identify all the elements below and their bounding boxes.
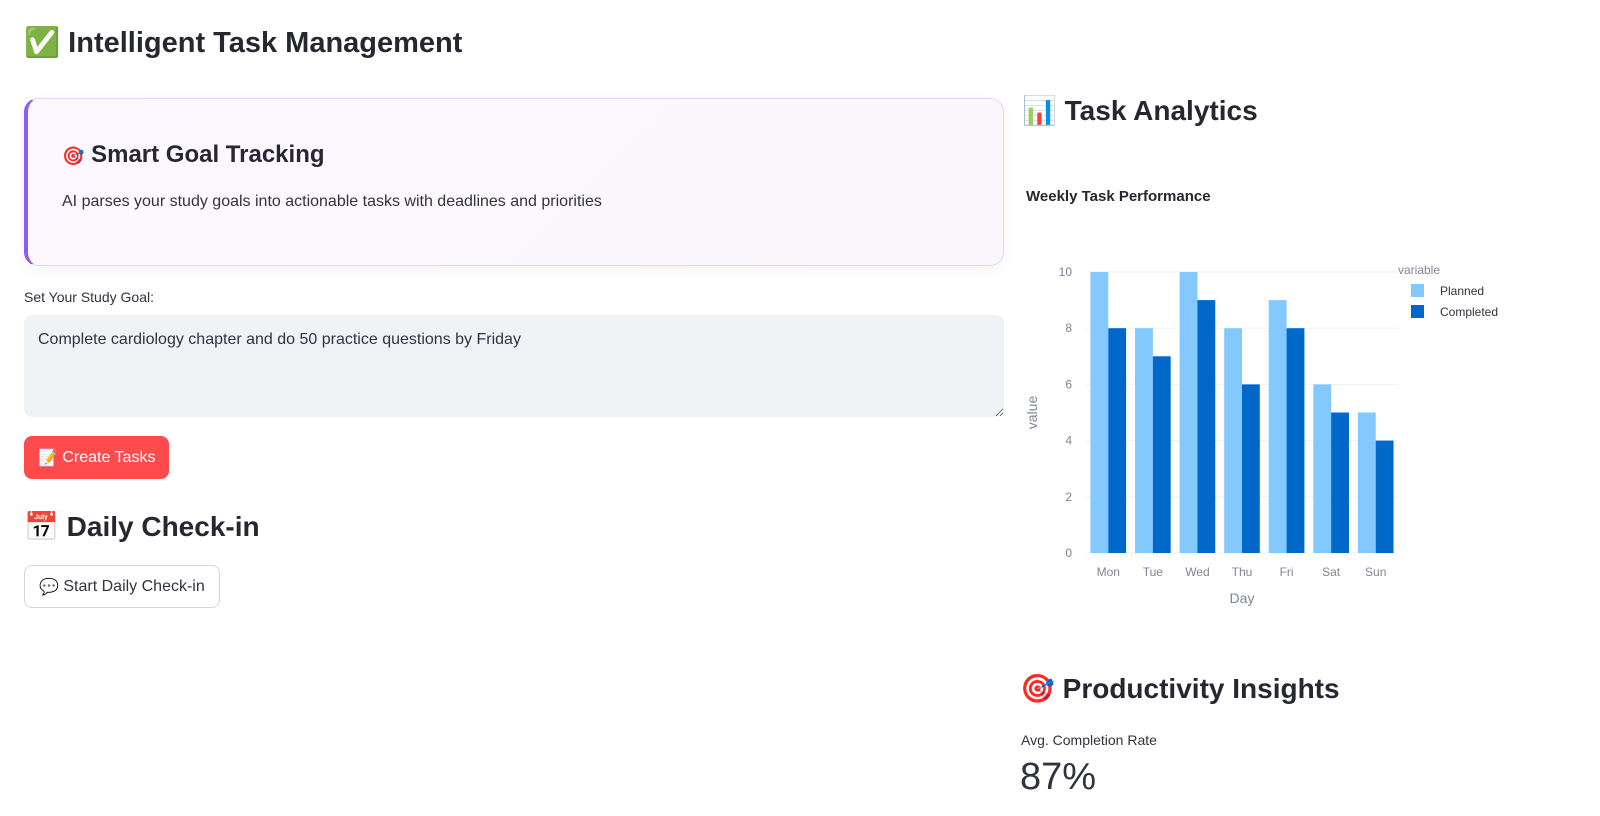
y-tick-label: 8 [1065,321,1072,335]
y-tick-label: 2 [1065,490,1072,504]
bar-planned-thu [1224,328,1242,553]
metric-value: 87% [1020,756,1097,798]
start-checkin-button[interactable]: 💬 Start Daily Check-in [24,565,220,608]
bar-completed-sat [1331,412,1349,553]
target-icon: 🎯 [62,146,85,166]
legend-label: Planned [1440,284,1484,298]
y-axis-label: value [1024,396,1040,430]
memo-icon: 📝 [38,449,58,467]
chart-title: Weekly Task Performance [1026,188,1211,205]
bar-completed-mon [1108,328,1127,553]
bar-planned-wed [1179,272,1198,553]
bar-planned-fri [1268,300,1287,553]
x-tick-label: Mon [1097,565,1120,579]
calendar-icon: 📅 [24,511,59,542]
bar-completed-tue [1152,356,1171,553]
card-title: 🎯 Smart Goal Tracking [62,141,325,168]
y-tick-label: 6 [1065,377,1072,391]
check-icon: ✅ [24,27,61,59]
x-tick-label: Sat [1322,565,1341,579]
bar-completed-fri [1286,328,1305,553]
y-tick-label: 0 [1065,546,1072,560]
y-tick-label: 10 [1059,265,1073,279]
metric-label: Avg. Completion Rate [1021,732,1157,748]
insights-heading: 🎯 Productivity Insights [1020,673,1340,704]
goal-textarea[interactable] [24,315,1004,417]
x-tick-label: Sun [1365,565,1386,579]
page-title: ✅ Intelligent Task Management [24,27,463,59]
bar-planned-tue [1135,328,1153,553]
x-tick-label: Fri [1280,565,1294,579]
x-tick-label: Tue [1143,565,1164,579]
bar-planned-sat [1313,384,1332,553]
legend-label: Completed [1440,305,1498,319]
bar-planned-mon [1090,272,1109,553]
legend-swatch-planned [1411,284,1424,297]
bar-completed-thu [1242,384,1260,553]
bar-planned-sun [1357,412,1376,553]
weekly-performance-chart: 0 2 4 6 8 10 Mon Tue Wed Thu Fri Sat Sun Day value vari… [1024,263,1498,606]
x-tick-label: Thu [1232,565,1253,579]
create-tasks-button[interactable]: 📝 Create Tasks [24,436,170,479]
legend-title: variable [1398,263,1440,277]
feature-card: 🎯 Smart Goal Tracking AI parses your stu… [24,98,1004,266]
x-axis-label: Day [1230,590,1255,606]
bar-completed-wed [1197,300,1216,553]
speech-bubble-icon: 💬 [39,578,59,596]
card-description: AI parses your study goals into actionab… [62,193,602,210]
y-tick-label: 4 [1065,434,1072,448]
legend-swatch-completed [1411,305,1424,318]
x-tick-label: Wed [1185,565,1209,579]
target-icon: 🎯 [1020,673,1055,704]
analytics-heading: 📊 Task Analytics [1022,95,1258,126]
checkin-heading: 📅 Daily Check-in [24,511,260,542]
goal-label: Set Your Study Goal: [24,289,154,305]
bar-completed-sun [1375,440,1394,553]
bar-chart-icon: 📊 [1022,95,1057,126]
